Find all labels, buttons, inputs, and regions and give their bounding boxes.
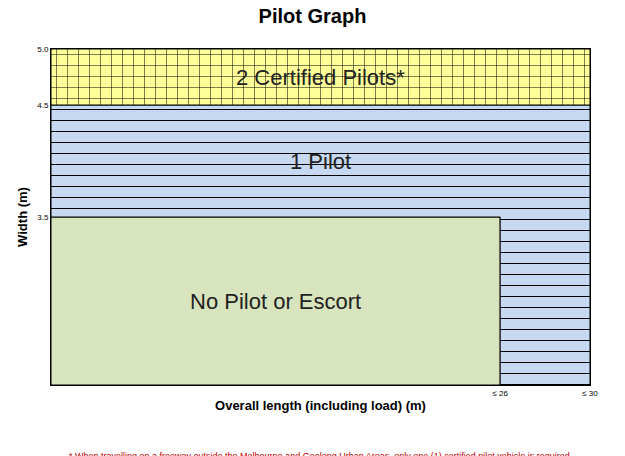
svg-text:≤ 30: ≤ 30 [582, 389, 598, 398]
svg-text:2 Certified Pilots*: 2 Certified Pilots* [236, 65, 405, 90]
svg-text:No Pilot or Escort: No Pilot or Escort [190, 289, 361, 314]
svg-text:4.5: 4.5 [37, 101, 49, 110]
svg-text:1 Pilot: 1 Pilot [290, 149, 351, 174]
svg-text:5.0: 5.0 [37, 45, 49, 54]
svg-text:Overall length (including load: Overall length (including load) (m) [215, 398, 426, 413]
svg-text:Width (m): Width (m) [15, 187, 30, 247]
svg-text:Pilot Graph: Pilot Graph [259, 5, 367, 27]
svg-text:3.5: 3.5 [37, 213, 49, 222]
svg-text:≤ 26: ≤ 26 [492, 389, 508, 398]
svg-text:* When travelling on a freeway: * When travelling on a freeway outside t… [69, 451, 572, 456]
